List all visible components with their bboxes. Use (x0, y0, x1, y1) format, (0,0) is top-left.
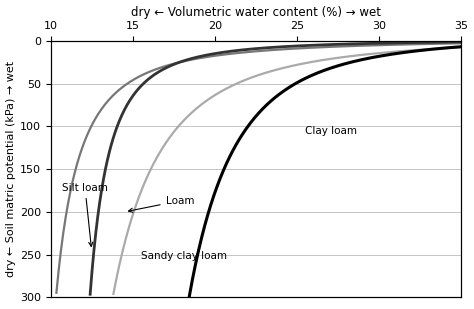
Text: Sandy clay loam: Sandy clay loam (141, 252, 227, 261)
Text: Loam: Loam (128, 196, 194, 212)
Y-axis label: dry ← Soil matric potential (kPa) → wet: dry ← Soil matric potential (kPa) → wet (6, 61, 16, 277)
Text: Clay loam: Clay loam (305, 126, 357, 136)
X-axis label: dry ← Volumetric water content (%) → wet: dry ← Volumetric water content (%) → wet (131, 6, 381, 19)
Text: Silt loam: Silt loam (62, 183, 108, 246)
